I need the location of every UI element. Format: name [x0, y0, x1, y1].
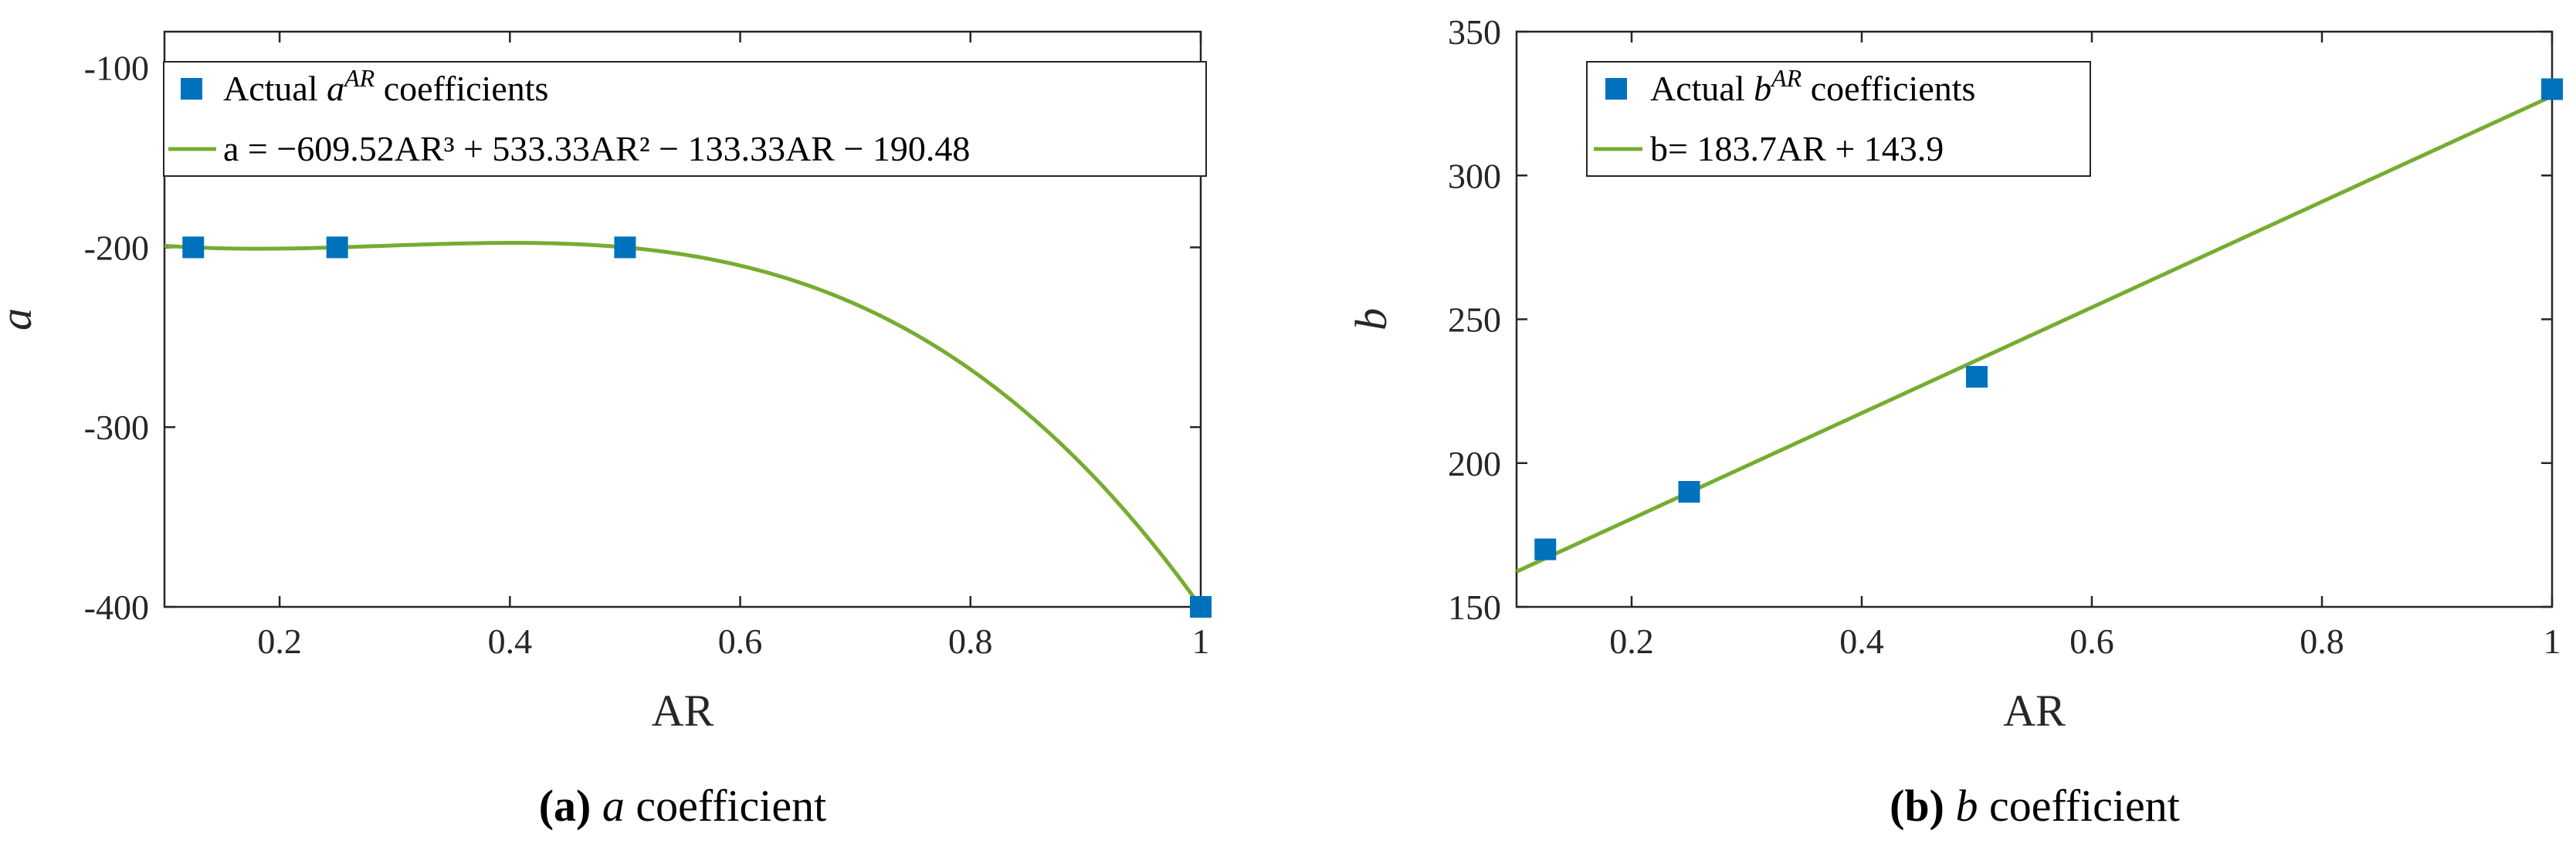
legend-fit-label: a = −609.52AR³ + 533.33AR² − 133.33AR − … — [223, 129, 970, 168]
panel-caption: (a) a coefficient — [539, 781, 827, 831]
y-tick-label: -400 — [84, 588, 149, 627]
legend-superscript: AR — [1770, 64, 1802, 92]
y-tick-label: -200 — [84, 228, 149, 267]
x-tick-label: 0.2 — [257, 622, 302, 661]
data-point-marker — [1534, 538, 1557, 561]
legend-marker-swatch — [181, 78, 202, 100]
x-tick-label: 0.6 — [2069, 622, 2114, 661]
legend-superscript: AR — [343, 64, 375, 92]
legend-text-part: Actual — [1650, 69, 1754, 108]
legend-text-part: coefficients — [375, 69, 548, 108]
x-tick-label: 0.2 — [1609, 622, 1654, 661]
legend-fit-label: b= 183.7AR + 143.9 — [1650, 129, 1944, 168]
caption-space — [1944, 781, 1956, 831]
x-tick-label: 0.8 — [2300, 622, 2344, 661]
y-tick-label: 200 — [1448, 444, 1501, 483]
caption-var: b — [1955, 781, 1978, 831]
y-tick-label: 250 — [1448, 300, 1501, 340]
y-tick-label: 350 — [1448, 12, 1501, 52]
caption-space — [591, 781, 602, 831]
x-tick-label: 0.6 — [718, 622, 763, 661]
data-point-marker — [182, 236, 205, 259]
caption-var: a — [602, 781, 625, 831]
data-point-marker — [1966, 366, 1988, 388]
x-axis-label: AR — [652, 686, 714, 736]
y-axis-label: b — [1346, 308, 1396, 330]
legend-var: b — [1754, 69, 1771, 108]
data-point-marker — [1190, 596, 1212, 618]
legend-box — [1586, 61, 2091, 177]
y-tick-label: 150 — [1448, 588, 1501, 627]
axes-box — [163, 30, 1202, 608]
legend-marker-swatch — [1605, 78, 1627, 100]
caption-text: coefficient — [1978, 781, 2179, 831]
x-axis-label: AR — [2003, 686, 2066, 736]
legend-text-part: Actual — [223, 69, 327, 108]
legend-markers-label: Actual bAR coefficients — [1650, 64, 1975, 108]
x-tick-label: 1 — [1192, 622, 1210, 661]
x-tick-label: 1 — [2544, 622, 2561, 661]
panel-caption: (b) b coefficient — [1890, 781, 2180, 831]
legend-text-part: coefficients — [1802, 69, 1975, 108]
legend-var: a — [327, 69, 344, 108]
y-tick-label: -100 — [84, 49, 149, 88]
legend-box — [163, 61, 1207, 177]
caption-label: (a) — [539, 781, 591, 831]
caption-text: coefficient — [625, 781, 826, 831]
data-point-marker — [614, 236, 636, 259]
x-tick-label: 0.8 — [948, 622, 993, 661]
fit-line — [164, 241, 1203, 608]
y-axis-label: a — [0, 308, 41, 330]
caption-label: (b) — [1890, 781, 1944, 831]
x-tick-label: 0.4 — [488, 622, 533, 661]
data-point-marker — [326, 236, 348, 259]
y-tick-label: -300 — [84, 408, 149, 447]
data-point-marker — [1678, 481, 1700, 503]
data-point-marker — [2541, 78, 2563, 100]
x-tick-label: 0.4 — [1839, 622, 1884, 661]
y-tick-label: 300 — [1448, 156, 1501, 195]
legend-markers-label: Actual aAR coefficients — [223, 64, 548, 108]
chart-panel-a: 0.20.40.60.81-100-200-300-400ARaActual a… — [0, 30, 1212, 831]
